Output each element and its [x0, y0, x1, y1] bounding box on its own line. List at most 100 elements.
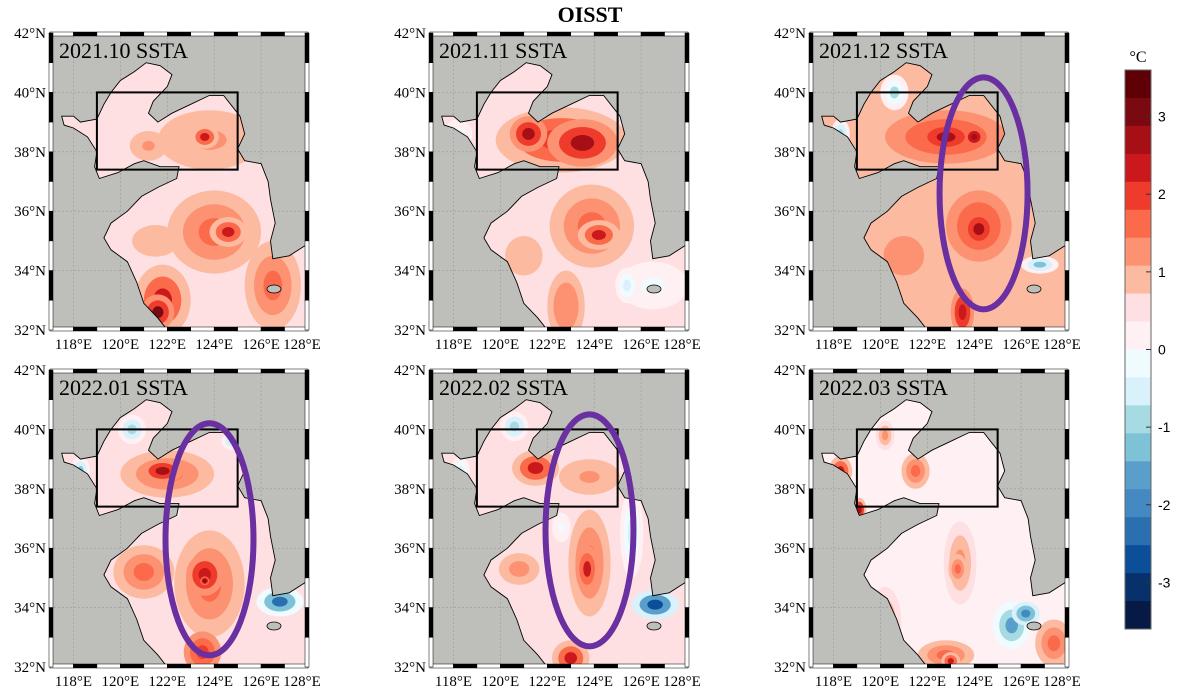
frame-tick [500, 663, 525, 669]
frame-tick [808, 607, 814, 638]
panel-label: 2022.03 SSTA [819, 375, 948, 400]
figure-title: OISST [557, 2, 623, 27]
frame-tick [808, 399, 814, 430]
x-tick-label: 118°E [55, 674, 92, 690]
frame-tick [428, 32, 434, 63]
panel-label: 2022.02 SSTA [439, 375, 568, 400]
frame-tick [428, 429, 434, 460]
y-tick-label: 40°N [14, 85, 46, 101]
x-tick-label: 126°E [622, 337, 660, 353]
frame-tick [49, 368, 74, 374]
frame-tick [1064, 210, 1070, 242]
frame-tick [808, 32, 814, 63]
x-tick-label: 120°E [102, 337, 140, 353]
frame-tick [523, 31, 548, 37]
x-tick-label: 122°E [908, 337, 946, 353]
y-tick-label: 36°N [774, 541, 806, 557]
panel-label: 2021.11 SSTA [439, 38, 567, 63]
frame-tick [973, 326, 998, 332]
y-tick-label: 40°N [774, 422, 806, 438]
frame-tick [809, 368, 834, 374]
frame-tick [428, 210, 434, 242]
frame-tick [284, 31, 309, 37]
frame-tick [684, 240, 690, 271]
ssta-contour [142, 140, 155, 151]
frame-tick [808, 547, 814, 579]
x-tick-label: 126°E [1002, 337, 1040, 353]
x-tick-label: 124°E [955, 337, 993, 353]
frame-tick [237, 326, 262, 332]
frame-tick [684, 429, 690, 460]
frame-tick [684, 637, 690, 668]
colorbar-bin [1125, 209, 1151, 239]
frame-tick [476, 663, 501, 669]
frame-tick [570, 368, 595, 374]
frame-tick [997, 368, 1022, 374]
frame-tick [684, 547, 690, 579]
y-tick-label: 34°N [774, 601, 806, 617]
frame-tick [640, 663, 665, 669]
frame-tick [428, 369, 434, 400]
frame-tick [808, 577, 814, 608]
colorbar-bin [1125, 489, 1151, 518]
frame-tick [950, 368, 975, 374]
highlight-ellipse [936, 74, 1031, 313]
ssta-contour [591, 230, 606, 240]
frame-tick [143, 368, 168, 374]
ssta-contour [971, 133, 978, 140]
frame-tick [167, 368, 191, 374]
x-tick-label: 118°E [435, 337, 472, 353]
frame-tick [1064, 121, 1070, 153]
x-tick-label: 118°E [55, 337, 92, 353]
frame-tick [476, 368, 501, 374]
frame-tick [640, 31, 665, 37]
frame-tick [1064, 240, 1070, 271]
frame-tick [833, 326, 858, 332]
colorbar-bin [1125, 321, 1151, 350]
frame-tick [500, 368, 525, 374]
colorbar-unit: °C [1129, 49, 1146, 66]
ssta-contour [200, 132, 210, 141]
ssta-contour [881, 430, 889, 441]
y-tick-label: 36°N [394, 204, 426, 220]
x-tick-label: 120°E [482, 337, 520, 353]
frame-tick [856, 663, 881, 669]
map-panel: 2022.03 SSTA 32°N 34°N 36°N 38°N 40°N 42°N 118°… [774, 363, 1081, 690]
frame-tick [304, 32, 310, 63]
frame-tick [1020, 31, 1045, 37]
frame-tick [903, 663, 928, 669]
frame-tick [428, 577, 434, 608]
y-tick-label: 42°N [394, 26, 426, 42]
frame-tick [143, 663, 168, 669]
ssta-contour [579, 470, 600, 483]
frame-tick [808, 92, 814, 123]
x-tick-label: 120°E [862, 337, 900, 353]
frame-tick [428, 637, 434, 668]
colorbar-bin [1125, 70, 1151, 99]
frame-tick [476, 326, 501, 332]
colorbar: °C 3 2 1 0 -1 -2 -3 [1124, 49, 1171, 630]
frame-tick [48, 488, 54, 519]
x-tick-label: 120°E [102, 674, 140, 690]
x-tick-label: 128°E [283, 337, 321, 353]
frame-tick [48, 270, 54, 301]
frame-tick [213, 326, 238, 332]
colorbar-tick-label: 3 [1158, 109, 1166, 125]
frame-tick [808, 62, 814, 93]
frame-tick [453, 368, 478, 374]
ssta-contour [893, 245, 914, 266]
frame-tick [856, 368, 881, 374]
frame-tick [304, 399, 310, 430]
frame-tick [304, 151, 310, 182]
frame-tick [167, 31, 191, 37]
x-tick-label: 126°E [1002, 674, 1040, 690]
bohai-box [95, 91, 239, 171]
frame-tick [808, 270, 814, 301]
y-tick-label: 36°N [774, 204, 806, 220]
frame-tick [48, 399, 54, 430]
frame-tick [304, 210, 310, 242]
x-tick-label: 124°E [575, 337, 613, 353]
frame-tick [304, 300, 310, 331]
